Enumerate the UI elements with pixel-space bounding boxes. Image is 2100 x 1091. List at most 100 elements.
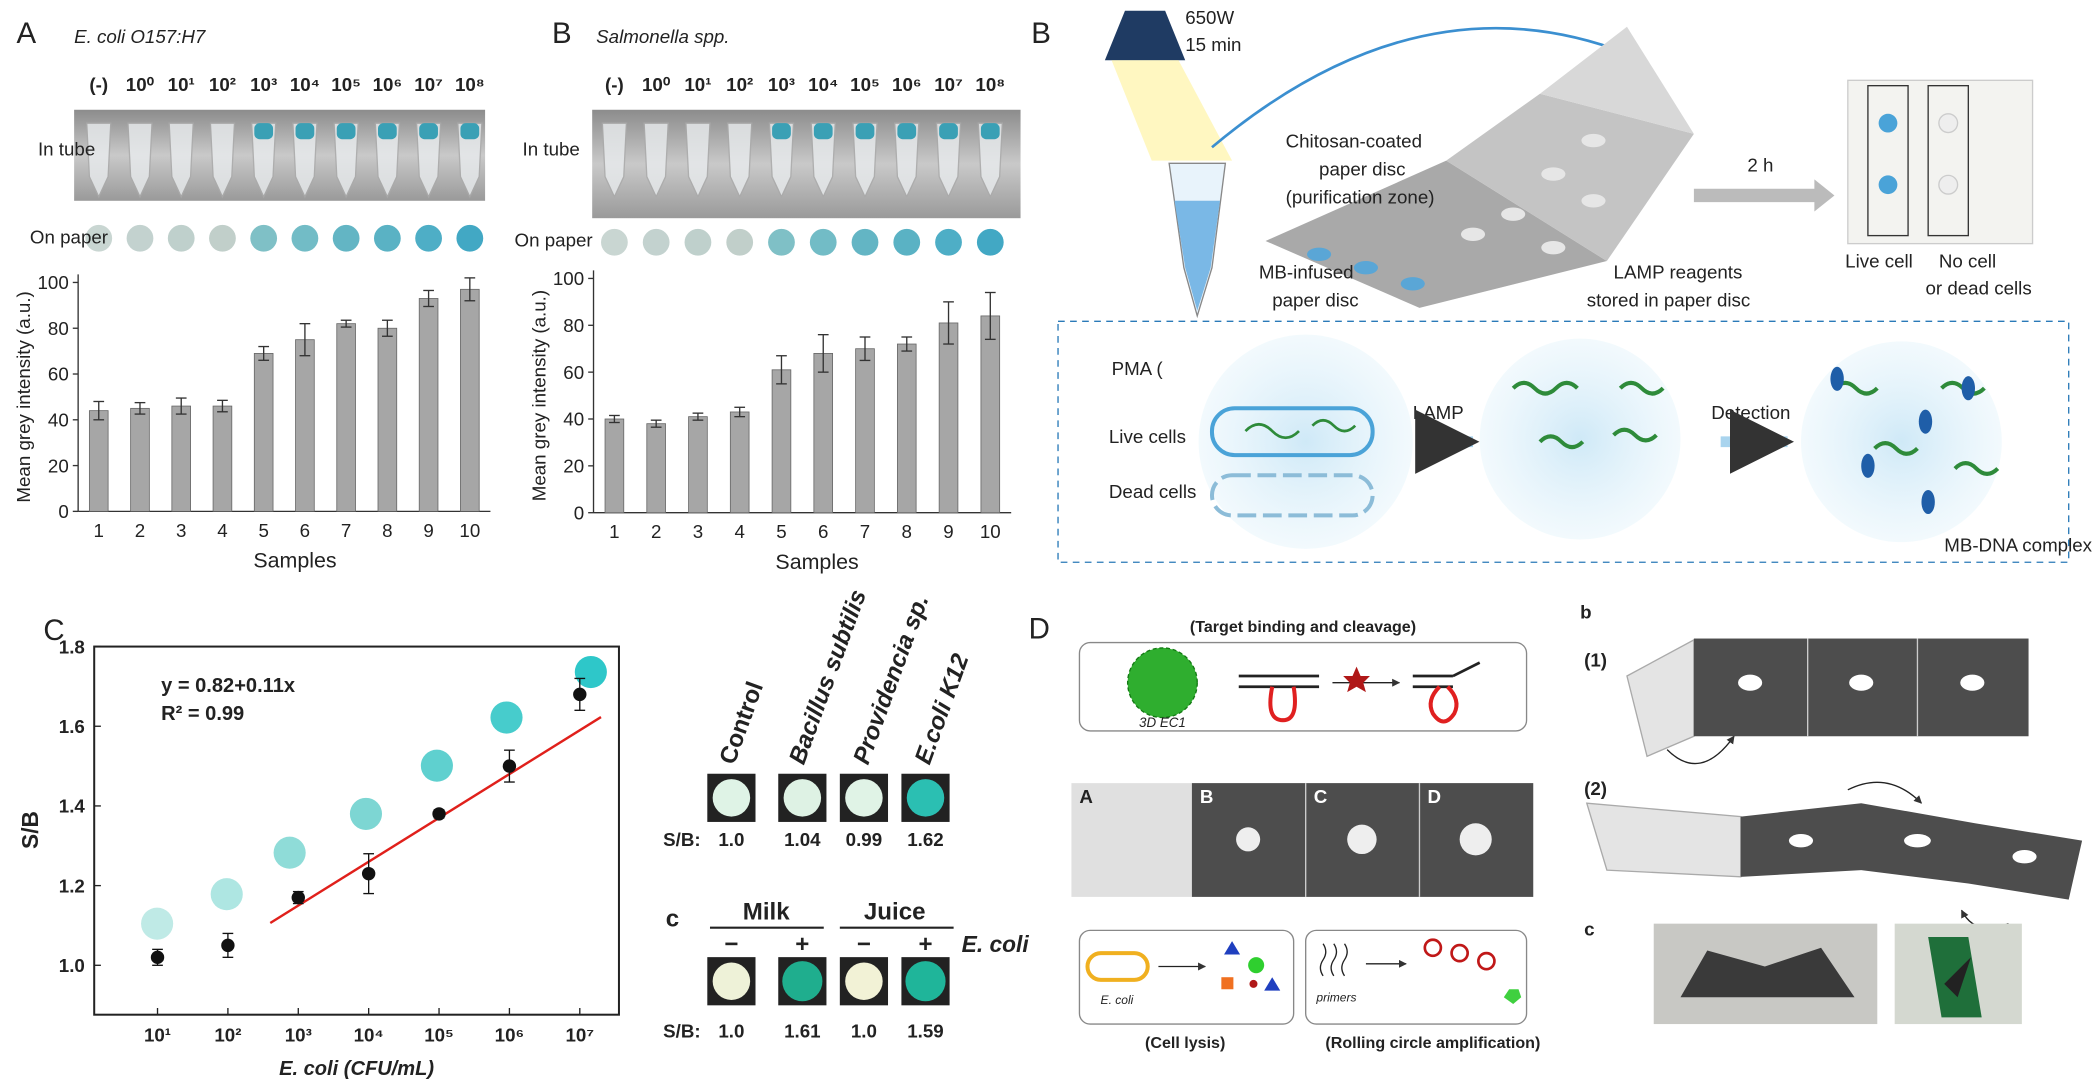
charts: A E. coli O157:H7 (-) 10⁰ 10¹ 10² 10³ 10⁴ 10⁵ 10⁶…: [13, 17, 1021, 1080]
paper-strip: [1265, 160, 1607, 308]
x-tick-label: 9: [423, 520, 433, 541]
tube: [168, 122, 194, 199]
concentration-label: 10⁰: [642, 74, 671, 95]
x-tick-label: 1: [94, 520, 104, 541]
zone-label: B: [1200, 786, 1214, 807]
paper-strip: [1539, 26, 1694, 134]
lamp-time: 15 min: [1185, 34, 1241, 55]
concentration-label: (-): [605, 74, 624, 95]
product: [1503, 989, 1522, 1004]
x-tick-label: 10¹: [144, 1024, 171, 1045]
bar: [729, 411, 750, 514]
sub-label: c: [666, 905, 679, 932]
zone-label: A: [1079, 786, 1093, 807]
concentration-label: 10³: [250, 74, 277, 95]
paper-spot: [415, 224, 442, 252]
tube: [209, 122, 236, 199]
tube: [768, 122, 795, 199]
mb: [1830, 366, 1976, 515]
y-tick-label: 100: [553, 268, 584, 289]
paper-spot: [456, 224, 484, 252]
concentration-label: 10²: [726, 74, 753, 95]
y-tick-label: 1.8: [59, 636, 85, 657]
x-tick-label: 6: [818, 521, 828, 542]
label: MB-DNA complex: [1944, 535, 2092, 556]
fold-arrow: [1666, 735, 1735, 765]
sign: +: [918, 931, 932, 958]
tube: [685, 122, 711, 199]
disc: [1459, 823, 1492, 856]
point: [221, 938, 235, 953]
row-label: In tube: [38, 138, 95, 159]
concentration-label: 10⁸: [455, 74, 485, 95]
x-tick-label: 10⁵: [424, 1024, 454, 1045]
paper-spot: [209, 224, 236, 252]
flap: [1626, 638, 1695, 758]
x-tick-label: 7: [341, 520, 351, 541]
x-axis-label: Samples: [253, 549, 336, 573]
tube-cap: [939, 123, 958, 140]
paper-spot: [332, 224, 360, 252]
sb-value: 1.04: [784, 829, 821, 850]
concentration-label: 10⁰: [126, 74, 155, 95]
x-tick-label: 3: [693, 521, 703, 542]
lamp-power: 650W: [1185, 7, 1234, 28]
tube-cap: [254, 123, 274, 140]
glow: [1479, 338, 1681, 540]
dead-cell: [1209, 473, 1375, 518]
x-tick-label: 10²: [214, 1024, 241, 1045]
label: 2 h: [1747, 154, 1773, 175]
sample: Milk: [743, 899, 790, 926]
paper-spot: [601, 228, 628, 256]
strain: Control: [714, 678, 769, 768]
disc: [1788, 833, 1814, 848]
tube-cap: [419, 123, 438, 140]
device: [1944, 957, 1971, 998]
concentration-label: 10¹: [168, 74, 195, 95]
tube: [333, 122, 359, 199]
y-tick-label: 1.0: [59, 955, 85, 976]
glow: [1198, 334, 1413, 549]
paper-spot: [373, 224, 401, 252]
dna: [1244, 419, 1357, 440]
disc: [1347, 824, 1377, 855]
y-axis-label: S/B: [17, 811, 43, 849]
y-tick-label: 1.4: [59, 796, 86, 817]
spot-image: [349, 797, 383, 830]
dna: [1238, 674, 1320, 689]
spot-image: [210, 878, 243, 911]
y-tick-label: 80: [563, 315, 584, 336]
bar: [980, 315, 1001, 514]
tube: [374, 122, 401, 199]
x-tick-label: 10: [459, 520, 480, 541]
sb-value: 1.0: [718, 829, 744, 850]
paper-spot: [809, 228, 837, 256]
spot-image: [420, 749, 453, 782]
x-tick-label: 3: [176, 520, 186, 541]
step: (2): [1584, 778, 1607, 799]
x-tick-label: 10⁴: [354, 1024, 384, 1045]
bar: [771, 369, 792, 514]
sb-value: 0.99: [846, 829, 882, 850]
tube: [292, 122, 318, 199]
bar: [688, 416, 708, 514]
y-tick-label: 1.6: [59, 716, 85, 737]
sb-value: 1.0: [718, 1020, 744, 1041]
label: Live cells: [1109, 426, 1186, 447]
sb-value: 1.62: [907, 829, 943, 850]
concentration-label: 10⁷: [414, 74, 443, 95]
x-tick-label: 10: [980, 521, 1001, 542]
row-label: On paper: [515, 229, 593, 250]
flap: [1585, 802, 1742, 878]
paper-spot: [851, 228, 879, 256]
x-tick-label: 4: [217, 520, 227, 541]
label: Detection: [1711, 402, 1790, 423]
x-tick-label: 7: [860, 521, 870, 542]
lysate: [1221, 941, 1281, 991]
y-tick-label: 1.2: [59, 875, 85, 896]
x-tick-label: 1: [609, 521, 619, 542]
panel-d: D (Target binding and cleavage) 3D EC1 A…: [1029, 601, 2083, 1052]
bar: [212, 405, 233, 512]
tube: [457, 122, 483, 199]
label: No cell: [1939, 251, 1996, 272]
